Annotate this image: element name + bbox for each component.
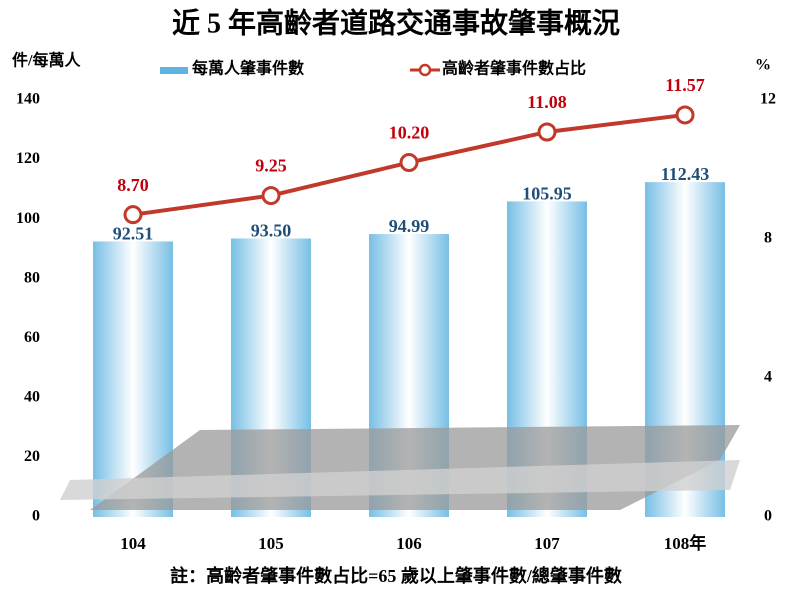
x-tick-label: 104	[120, 534, 146, 553]
value-label: 105.95	[522, 184, 572, 204]
x-tick-label: 107	[534, 534, 560, 553]
y-tick-label: 20	[24, 448, 40, 465]
legend-swatch	[160, 67, 188, 74]
y-tick-label: 100	[16, 210, 40, 227]
point	[125, 207, 141, 223]
value-label: 11.08	[527, 92, 567, 112]
value-label: 94.99	[389, 216, 430, 236]
y2-tick-label: 0	[764, 508, 772, 525]
value-label: 9.25	[255, 156, 287, 176]
y-tick-label: 120	[16, 150, 40, 167]
y2-tick-label: 8	[764, 230, 772, 247]
footnote: 註：高齡者肇事件數占比=65 歲以上肇事件數/總肇事件數	[170, 565, 622, 586]
x-tick-label: 108年	[664, 533, 707, 553]
y2-axis-label: %	[755, 57, 771, 74]
point	[677, 107, 693, 123]
value-label: 93.50	[251, 221, 292, 241]
legend-label: 高齡者肇事件數占比	[442, 59, 586, 78]
y-tick-label: 140	[16, 91, 40, 108]
chart: 近 5 年高齡者道路交通事故肇事概況 件/每萬人 % 註：高齡者肇事件數占比=6…	[0, 0, 792, 589]
page: 近 5 年高齡者道路交通事故肇事概況 件/每萬人 % 註：高齡者肇事件數占比=6…	[0, 0, 792, 589]
y-tick-label: 80	[24, 269, 40, 286]
value-label: 11.57	[665, 75, 705, 95]
y-tick-label: 40	[24, 389, 40, 406]
y2-tick-label: 4	[764, 369, 772, 386]
x-tick-label: 105	[258, 534, 284, 553]
chart-title: 近 5 年高齡者道路交通事故肇事概況	[172, 6, 620, 39]
value-label: 10.20	[389, 123, 430, 143]
point	[401, 155, 417, 171]
legend-swatch	[420, 65, 430, 75]
x-tick-label: 106	[396, 534, 422, 553]
y-axis-label: 件/每萬人	[12, 51, 81, 70]
point	[539, 124, 555, 140]
value-label: 92.51	[113, 224, 154, 244]
value-label: 112.43	[661, 164, 710, 184]
y-tick-label: 60	[24, 329, 40, 346]
value-label: 8.70	[117, 175, 149, 195]
point	[263, 188, 279, 204]
y2-tick-label: 12	[760, 91, 776, 108]
legend-label: 每萬人肇事件數	[192, 59, 304, 78]
y-tick-label: 0	[32, 508, 40, 525]
